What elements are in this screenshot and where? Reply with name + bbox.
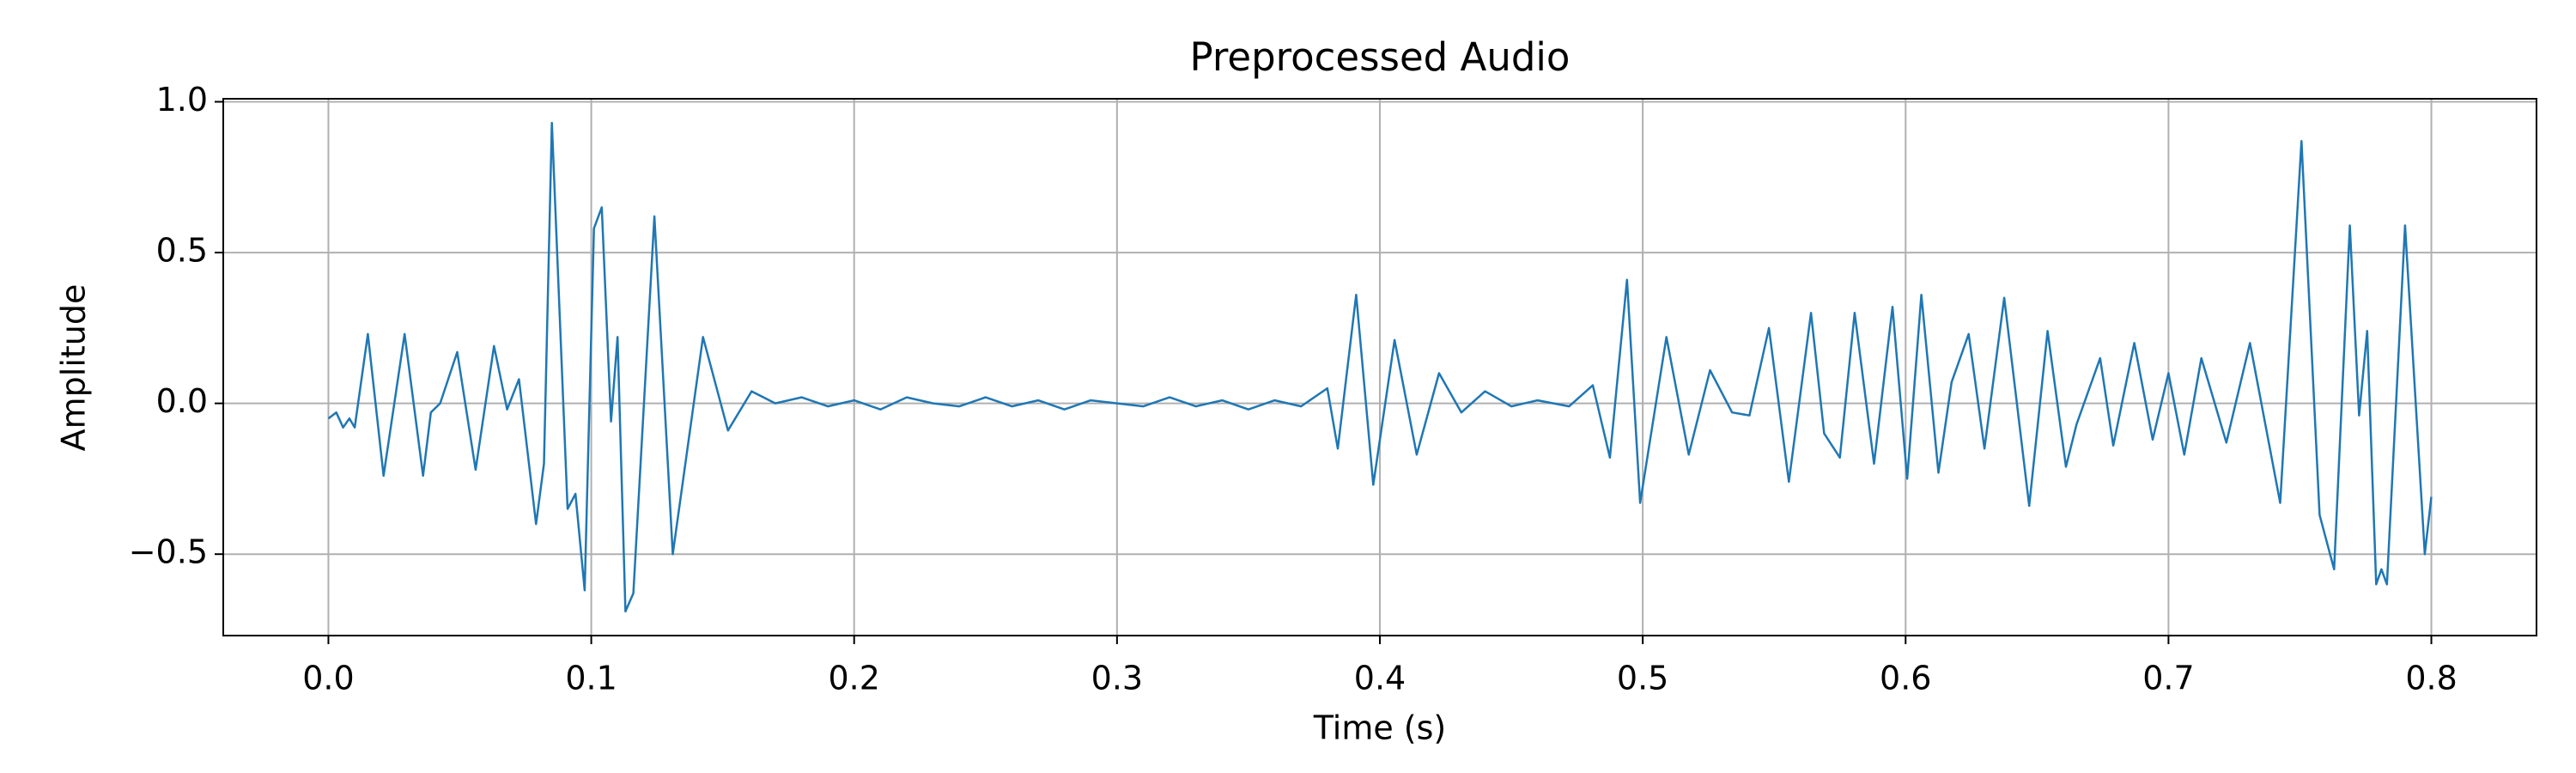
y-tick-label: −0.5 [129,533,208,571]
x-tick-label: 0.1 [565,660,617,697]
y-tick-label: 1.0 [156,81,208,119]
x-tick-label: 0.3 [1091,660,1143,697]
y-axis-label: Amplitude [55,284,93,452]
plot-frame [222,98,2537,636]
chart-title: Preprocessed Audio [1190,34,1571,80]
x-tick-label: 0.6 [1880,660,1931,697]
x-tick-label: 0.5 [1617,660,1668,697]
y-tick-label: 0.0 [156,382,208,420]
x-tick-label: 0.0 [302,660,354,697]
x-axis-label: Time (s) [1313,709,1447,747]
x-tick-label: 0.8 [2405,660,2457,697]
waveform-line [327,121,2433,613]
x-tick-label: 0.7 [2142,660,2194,697]
x-tick-label: 0.2 [829,660,880,697]
y-tick-label: 0.5 [156,232,208,270]
x-tick-label: 0.4 [1354,660,1406,697]
